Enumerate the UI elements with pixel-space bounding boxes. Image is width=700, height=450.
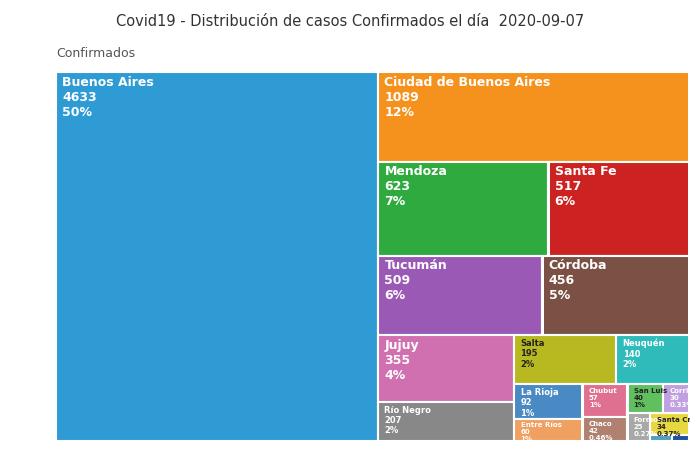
Text: Corrientes
30
0.33%: Corrientes 30 0.33% (669, 388, 700, 408)
Bar (379, 336, 513, 401)
Bar (515, 385, 582, 418)
Text: Confirmados: Confirmados (56, 47, 135, 60)
Bar (515, 419, 582, 440)
Text: Chubut
57
1%: Chubut 57 1% (589, 388, 618, 408)
Bar (514, 384, 582, 419)
Bar (650, 413, 690, 435)
Bar (652, 414, 688, 434)
Text: Neuquén
140
2%: Neuquén 140 2% (622, 339, 665, 369)
Bar (582, 384, 627, 417)
Bar (515, 336, 615, 383)
Bar (56, 72, 378, 441)
Bar (378, 335, 514, 402)
Text: Buenos Aires
4633
50%: Buenos Aires 4633 50% (62, 76, 154, 119)
Text: Entre Ríos
60
1%: Entre Ríos 60 1% (521, 422, 561, 442)
Text: Tucumán
509
6%: Tucumán 509 6% (384, 259, 447, 302)
Bar (542, 256, 690, 335)
Bar (652, 436, 671, 440)
Bar (378, 402, 514, 441)
Text: Santa Cruz
34
0.37%: Santa Cruz 34 0.37% (657, 417, 699, 436)
Bar (663, 384, 690, 413)
Bar (544, 256, 688, 334)
Bar (617, 336, 688, 383)
Bar (379, 73, 688, 161)
Text: Río Negro
207
2%: Río Negro 207 2% (384, 406, 431, 436)
Text: Salta
195
2%: Salta 195 2% (521, 339, 545, 369)
Text: Formosa
25
0.27%: Formosa 25 0.27% (634, 417, 667, 436)
Bar (616, 335, 690, 384)
Bar (673, 436, 688, 440)
Bar (379, 162, 547, 255)
Bar (57, 73, 377, 440)
Bar (629, 385, 662, 412)
Text: Chaco
42
0.46%: Chaco 42 0.46% (589, 421, 613, 441)
Text: San Luis
40
1%: San Luis 40 1% (634, 388, 667, 408)
Bar (514, 418, 582, 441)
Bar (379, 403, 513, 440)
Text: Mendoza
623
7%: Mendoza 623 7% (384, 166, 447, 208)
Text: La Rioja
92
1%: La Rioja 92 1% (521, 388, 558, 418)
Bar (584, 385, 626, 416)
Bar (650, 435, 672, 441)
Bar (378, 72, 690, 162)
Bar (378, 162, 548, 256)
Text: Covid19 - Distribución de casos Confirmados el día  2020-09-07: Covid19 - Distribución de casos Confirma… (116, 14, 584, 28)
Bar (627, 413, 650, 441)
Bar (582, 417, 627, 441)
Bar (664, 385, 688, 412)
Bar (627, 384, 663, 413)
Bar (378, 256, 542, 335)
Bar (584, 418, 626, 440)
Bar (550, 162, 688, 255)
Text: Córdoba
456
5%: Córdoba 456 5% (549, 259, 607, 302)
Bar (514, 335, 616, 384)
Bar (379, 256, 541, 334)
Bar (548, 162, 690, 256)
Bar (629, 414, 649, 440)
Text: Ciudad de Buenos Aires
1089
12%: Ciudad de Buenos Aires 1089 12% (384, 76, 551, 119)
Text: Jujuy
355
4%: Jujuy 355 4% (384, 339, 419, 382)
Bar (672, 435, 690, 441)
Text: Santa Fe
517
6%: Santa Fe 517 6% (554, 166, 616, 208)
